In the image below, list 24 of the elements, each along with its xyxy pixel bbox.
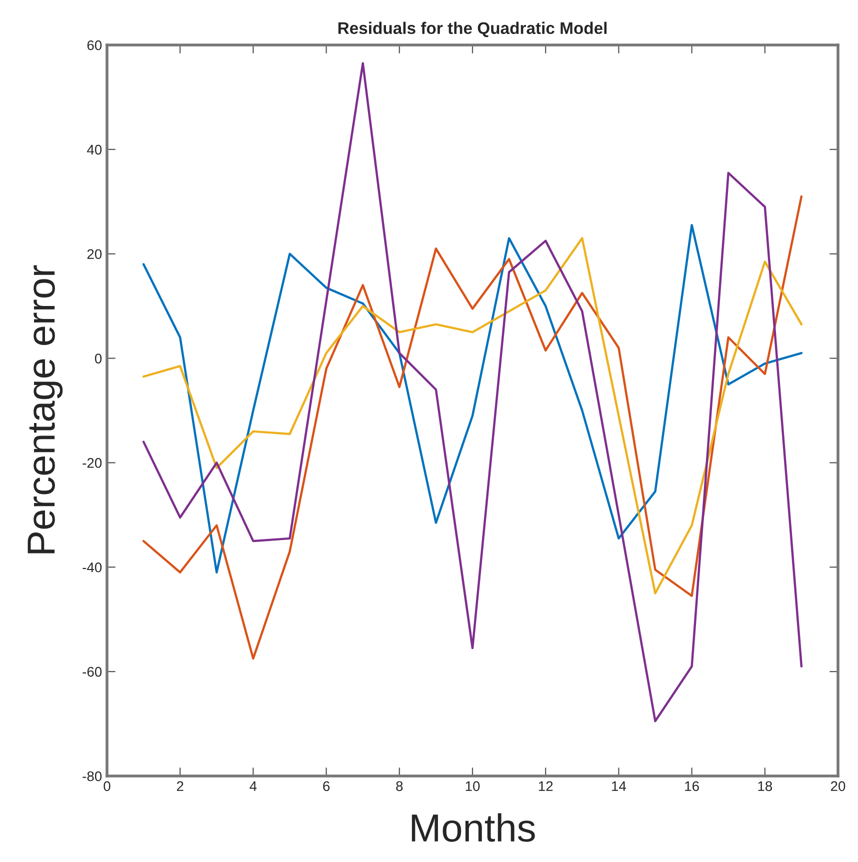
x-axis-title: Months <box>412 813 535 842</box>
x-tick-label: 6 <box>323 781 330 792</box>
y-tick-label: 60 <box>87 40 102 50</box>
x-tick-label: 18 <box>758 781 772 792</box>
y-tick-label: -40 <box>82 562 102 572</box>
y-tick-label: -20 <box>82 458 102 468</box>
y-tick-label: 40 <box>87 144 102 155</box>
x-tick-label: 20 <box>830 781 846 792</box>
x-tick-label: 2 <box>176 781 184 791</box>
x-tick-label: 10 <box>466 781 480 792</box>
y-tick-label: -80 <box>82 771 102 782</box>
chart-title: Residuals for the Quadratic Model <box>338 22 607 38</box>
y-tick-label: 0 <box>94 354 102 364</box>
x-tick-label: 14 <box>612 781 626 791</box>
y-tick-label: 20 <box>87 249 102 260</box>
line-series <box>142 195 803 660</box>
y-tick-label: -60 <box>82 666 102 677</box>
y-axis-title: Percentage error <box>28 265 63 554</box>
x-tick-label: 12 <box>538 781 553 791</box>
line-series <box>142 62 803 722</box>
x-tick-label: 0 <box>104 781 110 792</box>
x-tick-label: 8 <box>396 781 403 792</box>
x-tick-label: 4 <box>250 781 257 791</box>
x-tick-label: 16 <box>685 781 699 792</box>
